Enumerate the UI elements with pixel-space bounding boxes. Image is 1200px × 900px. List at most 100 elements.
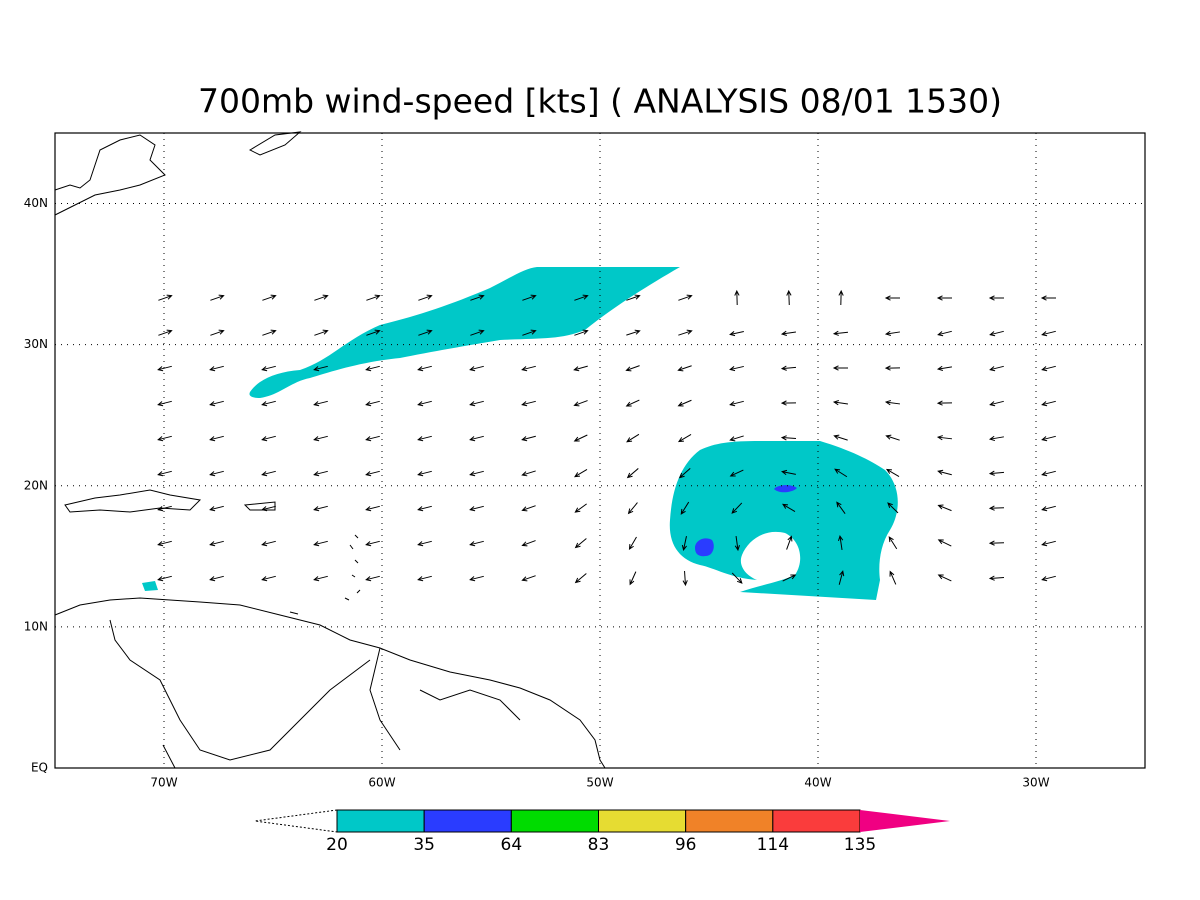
colorbar-box (510, 809, 600, 833)
wind-arrow (418, 294, 433, 301)
wind-arrow (936, 400, 953, 406)
wind-arrow (521, 540, 536, 547)
wind-arrow (1041, 575, 1056, 582)
wind-arrow (469, 575, 484, 582)
wind-arrow (418, 329, 433, 336)
wind-shading (142, 267, 898, 600)
wind-arrow (469, 470, 484, 477)
wind-arrow (313, 470, 328, 477)
wind-arrow (937, 574, 952, 582)
wind-arrow (573, 365, 588, 372)
wind-arrow (521, 435, 536, 442)
coastline (54, 597, 606, 769)
wind-arrow (681, 536, 687, 551)
wind-arrow (786, 289, 792, 306)
jet-region (249, 267, 680, 398)
wind-arrow (625, 365, 640, 372)
wind-arrow (157, 400, 172, 407)
wind-arrow (417, 400, 432, 407)
wind-arrow (261, 435, 276, 442)
wind-arrow (209, 540, 224, 547)
wind-arrow (313, 435, 328, 442)
wind-arrow (365, 470, 380, 477)
wind-arrow (936, 295, 952, 301)
colorbar-box (772, 809, 861, 833)
wind-arrow (1041, 330, 1056, 337)
wind-arrow (729, 330, 744, 337)
wind-arrow (780, 435, 797, 441)
wind-arrow (837, 534, 844, 550)
wind-arrow (313, 575, 328, 582)
wind-arrow (629, 571, 637, 586)
wind-arrow (786, 535, 793, 550)
wind-arrow (417, 505, 432, 512)
wind-arrow (469, 505, 484, 512)
wind-arrow (734, 535, 740, 552)
wind-arrow (838, 570, 845, 585)
grid (55, 133, 1145, 768)
colorbar-box (336, 809, 425, 833)
wind-arrow (314, 294, 329, 301)
coastline (243, 501, 276, 511)
wind-arrow (365, 505, 380, 512)
storm-region (669, 441, 898, 600)
coastlines (54, 131, 606, 769)
x-tick-label: 30W (1022, 776, 1049, 790)
wind-arrow (936, 365, 952, 372)
wind-arrow (885, 434, 900, 441)
wind-arrow (157, 540, 172, 547)
x-tick-label: 60W (368, 776, 395, 790)
y-tick-label: 20N (24, 478, 48, 492)
wind-arrow (157, 435, 172, 442)
wind-arrow (780, 400, 797, 406)
wind-arrow (838, 289, 844, 306)
wind-arrow (261, 365, 276, 372)
wind-arrow (731, 502, 743, 514)
storm-core (774, 485, 797, 493)
y-tick-label: 10N (24, 619, 48, 633)
wind-arrow (157, 505, 172, 512)
wind-arrow (734, 289, 740, 306)
wind-arrow (626, 468, 639, 479)
wind-arrow (210, 329, 225, 336)
wind-arrow (833, 434, 848, 441)
colorbar-label: 114 (757, 835, 789, 855)
wind-arrow (313, 365, 328, 372)
colorbar-high-end (860, 810, 950, 832)
wind-arrow (834, 468, 848, 478)
wind-arrow (314, 329, 329, 336)
storm-core (695, 538, 714, 557)
wind-arrow (366, 329, 381, 336)
colorbar-box (423, 809, 512, 833)
wind-arrow (678, 467, 691, 479)
wind-arrow (158, 294, 173, 301)
map-frame (54, 132, 1146, 769)
wind-arrow (988, 540, 1005, 546)
coastline (289, 534, 361, 615)
wind-arrow (628, 536, 637, 551)
wind-arrow (832, 330, 849, 336)
wind-arrow (574, 294, 589, 301)
wind-arrow (937, 539, 952, 547)
wind-arrow (936, 435, 953, 441)
wind-arrow (884, 400, 901, 406)
wind-arrow (261, 470, 276, 477)
wind-arrow (417, 575, 432, 582)
wind-arrow (680, 501, 690, 515)
colorbar-label: 135 (844, 835, 876, 855)
wind-arrow (262, 294, 277, 301)
colorbar-box (685, 809, 774, 833)
wind-arrow (988, 575, 1005, 581)
wind-arrow (1041, 400, 1056, 407)
wind-arrow (729, 435, 744, 442)
wind-arrow (626, 433, 640, 443)
colorbar-low-end (254, 809, 338, 833)
wind-arrow (780, 365, 797, 371)
coastline (54, 134, 166, 216)
wind-arrow (832, 400, 849, 406)
wind-arrow (677, 399, 692, 407)
wind-arrow (522, 329, 537, 336)
wind-arrow (521, 505, 536, 512)
wind-arrow (313, 540, 328, 547)
wind-arrow (574, 468, 588, 478)
